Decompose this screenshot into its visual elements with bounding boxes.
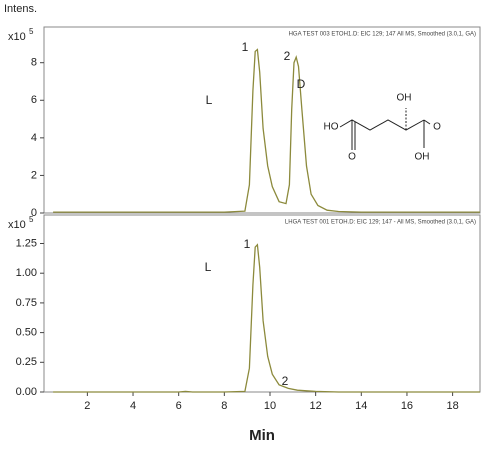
peak-annotation: 1 bbox=[244, 237, 251, 251]
x-tick-label: 4 bbox=[130, 400, 136, 412]
peak-annotation: D bbox=[297, 77, 306, 91]
y-multiplier-exponent: 5 bbox=[29, 27, 34, 36]
bond bbox=[423, 119, 431, 125]
x-tick-label: 18 bbox=[446, 400, 458, 412]
peak-annotation: 1 bbox=[242, 40, 249, 54]
y-tick-label: 0.00 bbox=[16, 386, 37, 398]
structure-label: O bbox=[433, 122, 441, 133]
x-tick-label: 2 bbox=[84, 400, 90, 412]
y-tick-label: 0.75 bbox=[16, 297, 37, 309]
trace bbox=[53, 243, 480, 393]
peak-annotation: 2 bbox=[284, 49, 291, 63]
structure-label: OH bbox=[397, 93, 412, 104]
y-multiplier: x10 bbox=[8, 219, 26, 231]
peak-annotation: L bbox=[205, 260, 212, 274]
y-tick-label: 1.25 bbox=[16, 237, 37, 249]
x-tick-label: 12 bbox=[310, 400, 322, 412]
x-tick-label: 6 bbox=[176, 400, 182, 412]
y-tick-label: 2 bbox=[31, 169, 37, 181]
plot-frame bbox=[43, 214, 481, 393]
peak-annotation: 2 bbox=[282, 374, 289, 388]
x-tick-label: 14 bbox=[355, 400, 367, 412]
structure-label: OH bbox=[415, 152, 430, 163]
y-tick-label: 0.50 bbox=[16, 327, 37, 339]
y-tick-label: 1.00 bbox=[16, 267, 37, 279]
y-multiplier-exponent: 5 bbox=[29, 215, 34, 224]
y-tick-label: 4 bbox=[31, 132, 37, 144]
y-tick-label: 6 bbox=[31, 94, 37, 106]
x-tick-label: 16 bbox=[401, 400, 413, 412]
x-axis-label: Min bbox=[249, 427, 275, 444]
structure-label: HO bbox=[324, 122, 339, 133]
trace-header: HGA TEST 003 ETOH1.D: EIC 129; 147 All M… bbox=[289, 32, 476, 38]
trace bbox=[53, 48, 480, 213]
bond bbox=[339, 119, 425, 131]
y-axis-label: Intens. bbox=[4, 3, 37, 15]
x-tick-label: 10 bbox=[264, 400, 276, 412]
y-tick-label: 8 bbox=[31, 57, 37, 69]
y-tick-label: 0 bbox=[31, 207, 37, 219]
structure-label: O bbox=[348, 152, 356, 163]
y-tick-label: 0.25 bbox=[16, 356, 37, 368]
trace-header: LHGA TEST 001 ETOH.D: EIC 129; 147 - All… bbox=[285, 220, 476, 226]
peak-annotation: L bbox=[206, 93, 213, 107]
structure bbox=[339, 108, 431, 150]
x-tick-label: 8 bbox=[221, 400, 227, 412]
y-multiplier: x10 bbox=[8, 31, 26, 43]
plot-frame bbox=[43, 26, 481, 214]
